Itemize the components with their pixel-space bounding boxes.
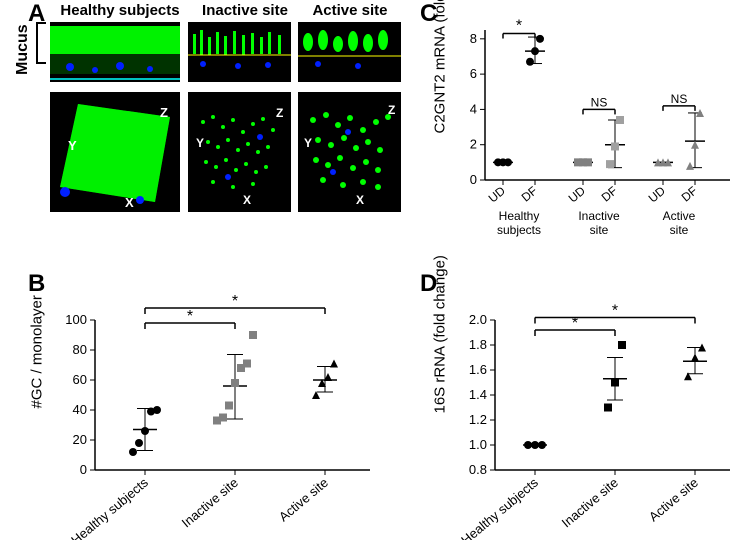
svg-text:NS: NS bbox=[591, 95, 608, 109]
svg-text:X: X bbox=[243, 193, 251, 207]
panel-d-chart: 0.8 1.0 1.2 1.4 1.6 1.8 2.0 Healthy subjects Ina… bbox=[450, 290, 740, 540]
svg-text:Z: Z bbox=[276, 106, 283, 120]
svg-text:Healthy subjects: Healthy subjects bbox=[458, 474, 541, 540]
micrograph-active-side bbox=[298, 22, 401, 82]
svg-text:Z: Z bbox=[388, 103, 395, 117]
svg-text:8: 8 bbox=[470, 31, 477, 46]
svg-text:Activesite: Activesite bbox=[663, 209, 696, 237]
svg-text:80: 80 bbox=[73, 342, 87, 357]
colheader-active: Active site bbox=[300, 2, 400, 19]
svg-text:1.0: 1.0 bbox=[469, 437, 487, 452]
svg-text:*: * bbox=[516, 18, 522, 35]
svg-text:4: 4 bbox=[470, 101, 477, 116]
svg-text:DF: DF bbox=[599, 184, 620, 205]
svg-text:1.8: 1.8 bbox=[469, 337, 487, 352]
svg-text:Y: Y bbox=[196, 136, 204, 150]
svg-text:2: 2 bbox=[470, 137, 477, 152]
mucus-label: Mucus bbox=[14, 24, 32, 75]
svg-text:UD: UD bbox=[566, 183, 589, 205]
svg-text:1.6: 1.6 bbox=[469, 362, 487, 377]
svg-text:Healthysubjects: Healthysubjects bbox=[497, 209, 541, 237]
svg-text:UD: UD bbox=[486, 183, 509, 205]
svg-text:NS: NS bbox=[671, 92, 688, 106]
micrograph-healthy-side bbox=[50, 22, 180, 82]
svg-text:*: * bbox=[612, 303, 618, 320]
svg-text:Healthy subjects: Healthy subjects bbox=[68, 474, 151, 540]
svg-text:1.2: 1.2 bbox=[469, 412, 487, 427]
svg-text:Z: Z bbox=[160, 105, 168, 120]
svg-text:Y: Y bbox=[304, 136, 312, 150]
svg-text:Inactivesite: Inactivesite bbox=[578, 209, 620, 237]
svg-text:UD: UD bbox=[646, 183, 669, 205]
svg-text:Active site: Active site bbox=[646, 475, 701, 525]
svg-text:Inactive site: Inactive site bbox=[179, 475, 241, 531]
svg-text:0: 0 bbox=[80, 462, 87, 477]
panelb-ylabel: #GC / monolayer bbox=[29, 389, 46, 409]
colheader-inactive: Inactive site bbox=[195, 2, 295, 19]
micrograph-active-3d: Y Z X bbox=[298, 92, 401, 212]
svg-text:40: 40 bbox=[73, 402, 87, 417]
svg-text:Active site: Active site bbox=[276, 475, 331, 525]
micrograph-inactive-3d: Y Z X bbox=[188, 92, 291, 212]
colheader-healthy: Healthy subjects bbox=[60, 2, 180, 19]
mucus-bracket bbox=[36, 22, 46, 64]
svg-text:20: 20 bbox=[73, 432, 87, 447]
svg-text:DF: DF bbox=[679, 184, 700, 205]
paneld-ylabel: 16S rRNA (fold change) bbox=[432, 394, 449, 414]
svg-text:0: 0 bbox=[470, 172, 477, 187]
micrograph-inactive-side bbox=[188, 22, 291, 82]
svg-text:6: 6 bbox=[470, 66, 477, 81]
svg-text:*: * bbox=[187, 308, 193, 325]
svg-text:1.4: 1.4 bbox=[469, 387, 487, 402]
svg-text:0.8: 0.8 bbox=[469, 462, 487, 477]
svg-text:100: 100 bbox=[65, 312, 87, 327]
svg-text:Y: Y bbox=[68, 138, 77, 153]
svg-text:X: X bbox=[125, 195, 134, 210]
svg-text:Inactive site: Inactive site bbox=[559, 475, 621, 531]
svg-text:X: X bbox=[356, 193, 364, 207]
panel-label-b: B bbox=[28, 270, 45, 298]
svg-text:60: 60 bbox=[73, 372, 87, 387]
svg-text:2.0: 2.0 bbox=[469, 312, 487, 327]
panel-c-chart: 0 2 4 6 8 UD DF Healthysubjects * UD DF Inactivesit… bbox=[450, 10, 740, 260]
svg-text:DF: DF bbox=[519, 184, 540, 205]
svg-text:*: * bbox=[232, 293, 238, 310]
panel-b-chart: 0 20 40 60 80 100 Healthy subjects Inactive sit… bbox=[50, 290, 380, 540]
micrograph-healthy-3d: Y Z X bbox=[50, 92, 180, 212]
panelc-ylabel: C2GNT2 mRNA (fold change) bbox=[432, 114, 449, 134]
